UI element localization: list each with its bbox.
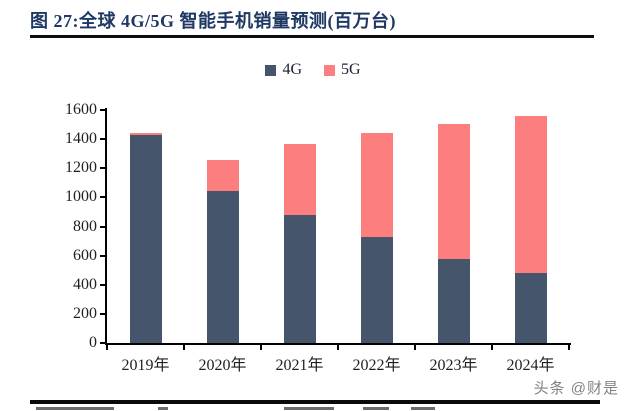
x-axis-label-2022年: 2022年	[352, 357, 401, 374]
bar-segment-5g-2019年	[129, 132, 162, 136]
y-axis-label-1400: 1400	[65, 130, 97, 148]
y-tick-800	[100, 225, 106, 228]
y-tick-600	[100, 254, 106, 257]
legend-swatch-4g-icon	[265, 64, 277, 76]
legend-label-4g: 4G	[282, 61, 302, 78]
bar-segment-5g-2022年	[360, 133, 393, 237]
x-tick-1	[183, 345, 185, 350]
figure-title: 图 27:全球 4G/5G 智能手机销量预测(百万台)	[30, 11, 396, 31]
bar-segment-5g-2023年	[437, 123, 470, 259]
y-tick-200	[100, 312, 106, 315]
clipped-fragment-0	[36, 407, 114, 410]
clipped-text-fragments	[0, 406, 626, 411]
watermark-text: 头条 @财是	[533, 380, 619, 397]
title-underline	[30, 35, 594, 38]
x-axis-label-2023年: 2023年	[429, 357, 478, 374]
y-axis-label-1600: 1600	[65, 101, 97, 118]
y-axis-label-200: 200	[73, 304, 97, 322]
clipped-fragment-4	[411, 407, 435, 410]
y-axis-label-1200: 1200	[65, 159, 97, 177]
bar-segment-5g-2020年	[206, 160, 239, 191]
y-tick-400	[100, 283, 106, 286]
clipped-fragment-2	[284, 407, 334, 410]
bar-segment-5g-2024年	[514, 115, 547, 274]
bar-segment-4g-2022年	[360, 236, 393, 343]
x-tick-3	[337, 345, 339, 350]
y-tick-1400	[100, 138, 106, 141]
x-tick-5	[491, 345, 493, 350]
x-tick-4	[414, 345, 416, 350]
x-axis-label-2019年: 2019年	[121, 357, 170, 374]
legend-item-4g: 4G	[265, 61, 302, 79]
y-axis-label-1000: 1000	[65, 188, 97, 206]
chart-legend: 4G 5G	[0, 61, 626, 79]
legend-label-5g: 5G	[341, 61, 361, 78]
x-axis-label-2024年: 2024年	[506, 357, 555, 374]
legend-swatch-5g-icon	[324, 64, 335, 76]
x-axis-line	[105, 343, 571, 345]
legend-item-5g: 5G	[324, 61, 361, 79]
bar-segment-5g-2021年	[283, 144, 316, 215]
bar-segment-4g-2021年	[283, 214, 316, 343]
bar-segment-4g-2023年	[437, 258, 470, 343]
y-tick-1000	[100, 196, 106, 199]
x-tick-0	[106, 345, 108, 350]
x-tick-6	[568, 345, 570, 350]
y-tick-1600	[100, 109, 106, 111]
y-tick-1200	[100, 167, 106, 170]
y-axis-label-800: 800	[73, 217, 97, 235]
y-axis-line	[105, 108, 107, 345]
x-axis-label-2021年: 2021年	[275, 357, 324, 374]
x-tick-2	[260, 345, 262, 350]
bottom-divider-line	[30, 400, 600, 404]
y-axis-label-0: 0	[89, 334, 97, 351]
bar-segment-4g-2024年	[514, 273, 547, 343]
clipped-fragment-3	[363, 407, 389, 410]
bar-segment-4g-2019年	[129, 135, 162, 343]
y-axis-label-600: 600	[73, 246, 97, 264]
y-tick-0	[100, 342, 106, 344]
x-axis-label-2020年: 2020年	[198, 357, 247, 374]
y-axis-label-400: 400	[73, 275, 97, 293]
bar-segment-4g-2020年	[206, 190, 239, 343]
clipped-fragment-1	[158, 407, 168, 410]
